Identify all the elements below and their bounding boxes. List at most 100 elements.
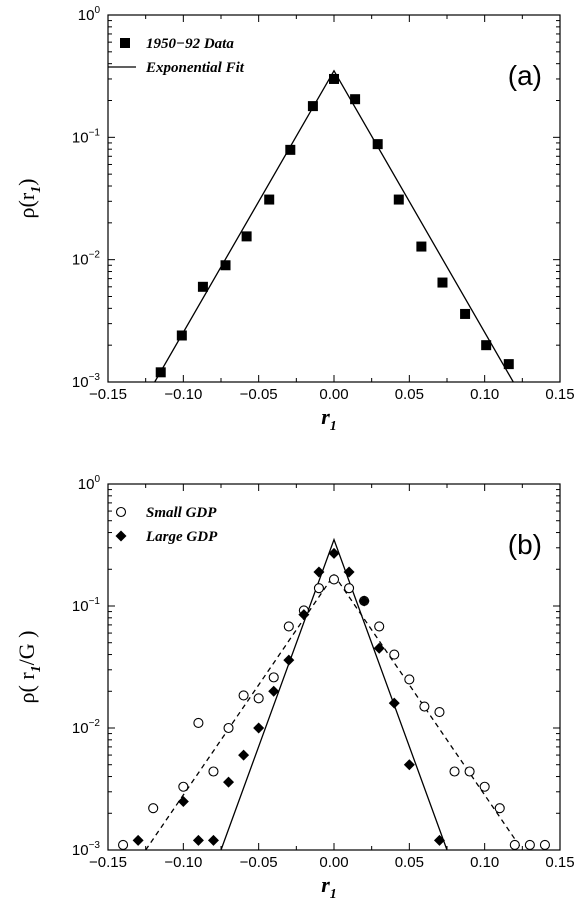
data-point	[393, 194, 404, 205]
y-tick-exponent: −2	[89, 718, 101, 729]
y-tick-base: 10	[72, 842, 89, 859]
data-point	[253, 693, 264, 704]
data-point	[329, 73, 339, 84]
data-point	[328, 574, 340, 585]
data-point	[268, 685, 280, 697]
plot-area	[118, 537, 550, 850]
y-tick-label: 10−3	[72, 372, 101, 391]
data-point	[416, 241, 427, 252]
x-tick-label: 0.05	[395, 386, 424, 403]
x-tick-label: −0.05	[240, 854, 278, 871]
y-tick-base: 10	[72, 129, 89, 146]
x-tick-label: 0.10	[470, 386, 499, 403]
data-point	[283, 654, 295, 666]
data-point	[197, 281, 208, 292]
x-tick-label: 0.15	[545, 854, 574, 871]
y-axis-title-close: )	[14, 179, 39, 186]
data-point	[208, 766, 219, 777]
panel-a: −0.15 −0.10 −0.05 0.00 0.05 0.10 0.1510−310−21…	[14, 5, 575, 434]
data-point	[307, 101, 318, 112]
data-point	[372, 139, 383, 150]
data-point	[373, 642, 385, 654]
y-tick-base: 10	[78, 7, 95, 24]
y-axis-title-close: /G )	[14, 631, 39, 666]
y-tick-base: 10	[72, 374, 89, 391]
data-point	[178, 781, 189, 792]
fit-line	[154, 69, 514, 382]
y-tick-label: 10−2	[72, 718, 101, 737]
x-axis-title-subscript: 1	[330, 419, 337, 434]
data-point	[220, 260, 231, 271]
x-tick-label: 0.00	[319, 386, 348, 403]
y-tick-exponent: 0	[94, 5, 100, 16]
data-point	[207, 834, 219, 846]
data-point	[479, 781, 490, 792]
y-tick-label: 10−1	[72, 596, 101, 615]
data-point	[148, 803, 159, 814]
y-tick-exponent: −1	[89, 127, 101, 138]
y-axis-title-subscript: 1	[29, 186, 44, 193]
data-point	[192, 834, 204, 846]
data-point	[494, 803, 505, 814]
data-point	[389, 649, 400, 660]
data-point	[344, 583, 355, 594]
data-point	[433, 834, 445, 846]
data-point	[460, 308, 471, 319]
panel-label: (a)	[508, 60, 542, 91]
y-tick-base: 10	[78, 476, 95, 493]
x-axis-title-main: r	[321, 404, 330, 429]
fit-line	[145, 573, 523, 850]
x-axis-title-subscript: 1	[330, 887, 337, 902]
data-point	[328, 547, 340, 559]
data-point	[118, 839, 129, 850]
data-point	[155, 367, 166, 378]
data-point	[193, 717, 204, 729]
data-point	[223, 776, 235, 788]
data-point	[464, 766, 475, 777]
legend-marker-square	[120, 38, 130, 48]
y-tick-exponent: 0	[94, 474, 100, 485]
y-tick-base: 10	[72, 598, 89, 615]
data-point	[298, 609, 310, 621]
y-axis-title-main: ρ( r	[14, 672, 39, 704]
data-point	[449, 766, 460, 777]
legend-label: Exponential Fit	[145, 60, 245, 76]
data-point	[223, 722, 234, 734]
data-point	[176, 330, 187, 341]
legend-label: Small GDP	[146, 505, 217, 521]
x-tick-label: 0.15	[545, 386, 574, 403]
data-point	[374, 621, 385, 632]
data-point	[434, 707, 445, 718]
y-tick-exponent: −3	[89, 372, 101, 383]
x-tick-label: −0.10	[164, 854, 202, 871]
data-point	[238, 749, 250, 761]
data-point	[350, 94, 361, 105]
data-point	[283, 621, 294, 632]
y-tick-base: 10	[72, 252, 89, 269]
legend-marker-diamond	[115, 530, 127, 542]
legend-label: 1950−92 Data	[146, 36, 234, 52]
data-point	[503, 359, 514, 370]
y-axis-title-subscript: 1	[29, 665, 44, 672]
x-tick-label: 0.00	[319, 854, 348, 871]
x-tick-label: −0.15	[89, 854, 127, 871]
data-point	[481, 340, 492, 351]
legend: 1950−92 Data Exponential Fit	[108, 36, 245, 76]
y-axis-title-main: ρ(r	[14, 192, 39, 218]
panel-b: −0.15 −0.10 −0.05 0.00 0.05 0.10 0.1510−310−21…	[14, 474, 575, 902]
data-point	[241, 231, 252, 242]
data-point	[177, 795, 189, 807]
data-point	[132, 834, 144, 846]
x-axis-title: r1	[321, 404, 337, 434]
data-point	[403, 759, 415, 771]
legend: Small GDP Large GDP	[115, 505, 218, 545]
y-tick-exponent: −3	[89, 840, 101, 851]
y-axis-title: ρ( r1/G )	[14, 631, 44, 704]
data-point	[238, 690, 249, 701]
legend-marker-circle	[115, 506, 127, 518]
data-point	[404, 674, 415, 685]
x-tick-label: −0.10	[164, 386, 202, 403]
data-point	[253, 722, 265, 734]
y-axis-title: ρ(r1)	[14, 179, 44, 219]
